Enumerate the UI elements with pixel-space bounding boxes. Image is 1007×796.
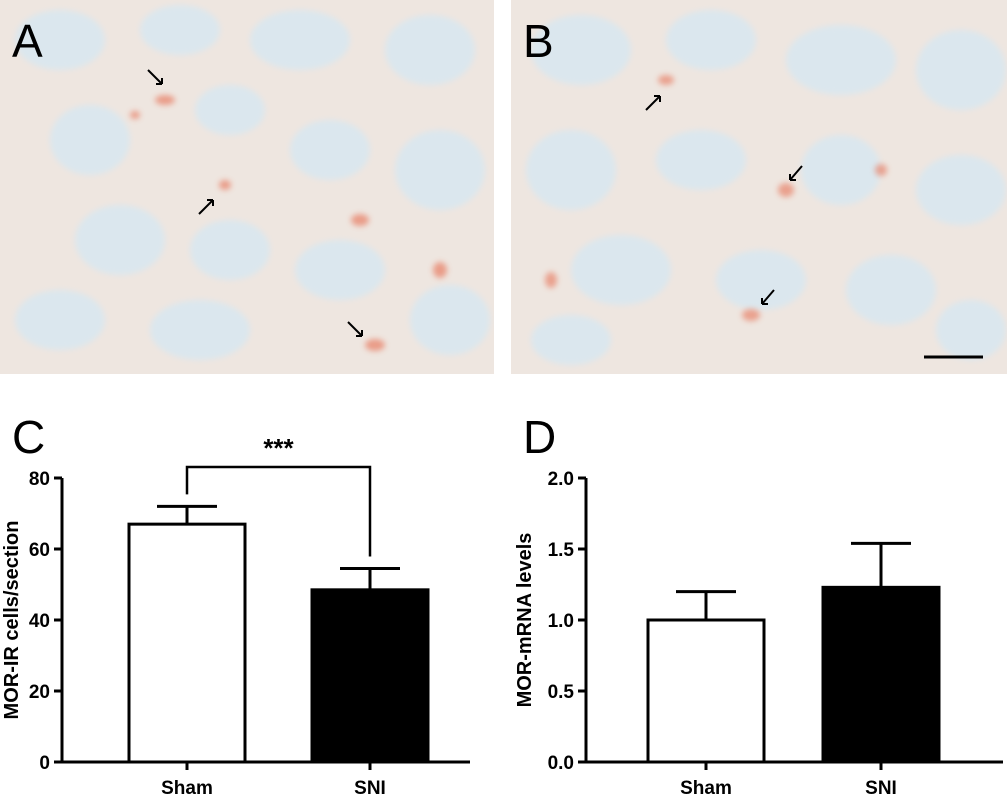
micrograph-b [511, 0, 1007, 374]
chart-d-y-tick-label: 1.5 [548, 540, 575, 561]
chart-c-y-tick-label: 0 [39, 753, 50, 774]
chart-c-y-tick-label: 40 [29, 611, 50, 632]
chart-c-y-label: MOR-IR cells/section [1, 521, 23, 720]
chart-d-x-tick-label: Sham [680, 778, 732, 796]
chart-c-x-tick-label: SNI [354, 778, 386, 796]
chart-c-y-tick-label: 80 [29, 469, 50, 490]
chart-c-bar-sni [310, 588, 430, 764]
chart-d-y-tick-label: 0.0 [548, 753, 574, 774]
chart-d-bar-sham [646, 618, 766, 764]
arrow-marks-a [147, 69, 363, 337]
micrograph-b-texture [511, 0, 1007, 374]
panel-letter-d: D [523, 411, 557, 463]
chart-c-bar-sham [127, 522, 247, 764]
arrow-marks-b [645, 95, 803, 305]
chart-c-significance-label: *** [263, 433, 294, 463]
chart-d-y-tick-label: 2.0 [548, 469, 574, 490]
chart-c-x-tick-label: Sham [161, 778, 213, 796]
chart-d-bar-sni [821, 585, 941, 764]
chart-c: 0 20 40 60 80 MOR-IR cells/section Sham SNI *** [1, 433, 470, 796]
chart-d-y-tick-label: 0.5 [548, 682, 575, 703]
micrograph-a-texture [0, 0, 494, 374]
chart-d-y-label: MOR-mRNA levels [514, 533, 536, 708]
panel-letter-b: B [523, 15, 554, 67]
chart-d-x-tick-label: SNI [865, 778, 897, 796]
panel-letter-a: A [12, 15, 43, 67]
chart-c-y-tick-label: 60 [29, 540, 50, 561]
chart-d-y-tick-label: 1.0 [548, 611, 574, 632]
panel-letter-c: C [12, 411, 46, 463]
chart-c-y-tick-label: 20 [29, 682, 50, 703]
chart-d: 0.0 0.5 1.0 1.5 2.0 MOR-mRNA levels Sham SNI [514, 469, 1003, 796]
micrograph-a [0, 0, 494, 374]
chart-c-significance-bracket [185, 465, 372, 557]
